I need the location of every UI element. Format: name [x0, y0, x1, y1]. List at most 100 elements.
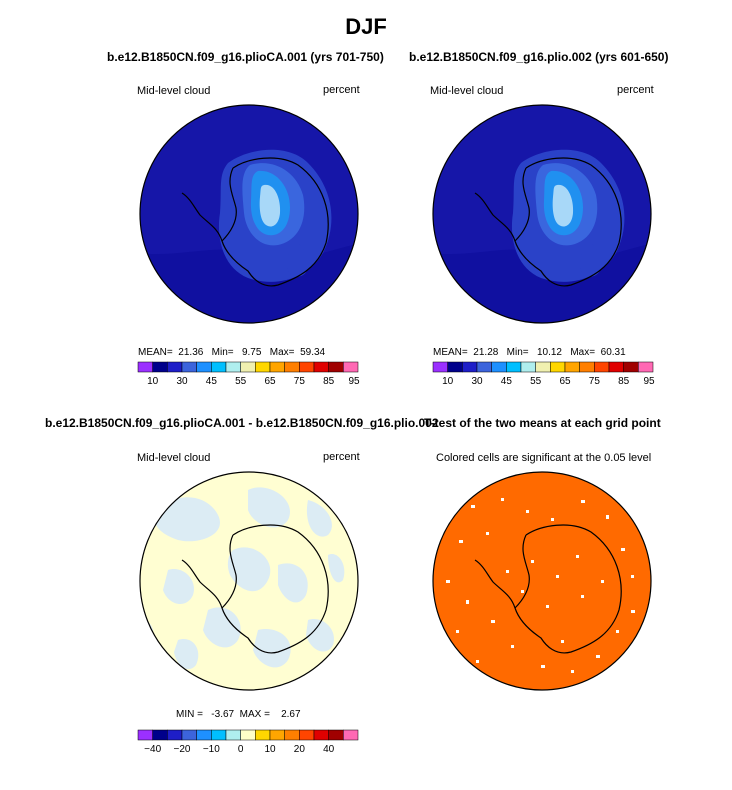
- colorbar-swatch: [211, 729, 227, 741]
- colorbar-swatch: [255, 361, 271, 373]
- panel-4-map: [432, 471, 652, 691]
- page-title: DJF: [345, 14, 387, 39]
- colorbar-swatch: [284, 361, 300, 373]
- panel-3-stats: MIN = -3.67 MAX = 2.67: [176, 709, 301, 720]
- colorbar-tick-label: 65: [264, 376, 276, 387]
- colorbar-swatch: [550, 361, 566, 373]
- colorbar-tick-label: 85: [323, 376, 335, 387]
- colorbar-swatch: [328, 729, 344, 741]
- panel-3-map: [139, 471, 359, 691]
- panel-2-title: b.e12.B1850CN.f09_g16.plio.002 (yrs 601-…: [409, 50, 669, 64]
- colorbar-swatch: [269, 729, 285, 741]
- panel-1-variable-label: Mid-level cloud: [137, 85, 211, 97]
- colorbar-tick-label: 55: [530, 376, 542, 387]
- colorbar-swatch: [535, 361, 551, 373]
- colorbar-swatch: [181, 729, 197, 741]
- colorbar-swatch: [152, 361, 168, 373]
- panel-2-max: 60.31: [600, 347, 626, 358]
- panel-2-map: [432, 104, 652, 324]
- colorbar-swatch: [432, 361, 448, 373]
- colorbar-swatch: [594, 361, 610, 373]
- colorbar-tick-label: 20: [294, 744, 306, 755]
- colorbar-swatch: [623, 361, 639, 373]
- colorbar-swatch: [167, 729, 183, 741]
- colorbar-swatch: [196, 361, 212, 373]
- panel-1-colorbar: 10 30 45 55 65 75 85 95: [137, 361, 360, 387]
- panel-4-map-border: [432, 471, 652, 691]
- panel-1-land-core: [259, 184, 281, 227]
- colorbar-swatch: [328, 361, 344, 373]
- panel-2-mean: 21.28: [473, 347, 499, 358]
- colorbar-tick-label: 0: [238, 744, 244, 755]
- colorbar-swatch: [564, 361, 580, 373]
- panel-3-map-border: [139, 471, 359, 691]
- panel-1-map: [139, 104, 359, 324]
- panel-2-variable-label: Mid-level cloud: [430, 85, 504, 97]
- panel-3-max: 2.67: [281, 709, 301, 720]
- colorbar-swatch: [638, 361, 654, 373]
- panel-1-mean: 21.36: [178, 347, 204, 358]
- colorbar-swatch: [476, 361, 492, 373]
- panel-2-land-core: [552, 184, 574, 227]
- colorbar-tick-label: 95: [643, 376, 655, 387]
- colorbar-swatch: [520, 361, 536, 373]
- colorbar-tick-label: 45: [206, 376, 218, 387]
- panel-4-subtitle: Colored cells are significant at the 0.0…: [436, 452, 652, 464]
- panel-2-map-border: [432, 104, 652, 324]
- colorbar-swatch: [299, 729, 315, 741]
- colorbar-swatch: [211, 361, 227, 373]
- panel-3-coastline: [181, 524, 329, 654]
- panel-3-min: -3.67: [211, 709, 235, 720]
- colorbar-swatch: [299, 361, 315, 373]
- colorbar-swatch: [167, 361, 183, 373]
- panel-4-nonsignificant-cells: [446, 498, 635, 673]
- panel-1-units-label: percent: [323, 84, 360, 96]
- colorbar-swatch: [196, 729, 212, 741]
- colorbar-swatch: [225, 361, 241, 373]
- colorbar-swatch: [506, 361, 522, 373]
- panel-1-min: 9.75: [241, 347, 262, 358]
- panel-4-title: T-test of the two means at each grid poi…: [424, 416, 661, 430]
- colorbar-swatch: [608, 361, 624, 373]
- colorbar-tick-label: −40: [144, 744, 161, 755]
- colorbar-swatch: [313, 729, 329, 741]
- colorbar-tick-label: 75: [589, 376, 601, 387]
- panel-1-map-border: [139, 104, 359, 324]
- panel-2-stats: MEAN= 21.28 Min= 10.12 Max= 60.31: [433, 347, 626, 358]
- panel-1-coastline: [181, 157, 329, 287]
- colorbar-tick-label: 45: [501, 376, 513, 387]
- colorbar-swatch: [240, 361, 256, 373]
- colorbar-tick-label: 40: [323, 744, 335, 755]
- colorbar-swatch: [579, 361, 595, 373]
- colorbar-tick-label: 65: [559, 376, 571, 387]
- colorbar-swatch: [255, 729, 271, 741]
- colorbar-tick-label: −20: [174, 744, 191, 755]
- colorbar-tick-label: 85: [618, 376, 630, 387]
- colorbar-tick-label: 10: [264, 744, 276, 755]
- colorbar-tick-label: 30: [176, 376, 188, 387]
- colorbar-tick-label: 10: [442, 376, 454, 387]
- colorbar-tick-label: 10: [147, 376, 159, 387]
- colorbar-tick-label: 95: [348, 376, 360, 387]
- colorbar-swatch: [269, 361, 285, 373]
- colorbar-swatch: [181, 361, 197, 373]
- panel-1-stats: MEAN= 21.36 Min= 9.75 Max= 59.34: [138, 347, 326, 358]
- colorbar-swatch: [225, 729, 241, 741]
- colorbar-swatch: [240, 729, 256, 741]
- panel-4-coastline: [474, 524, 622, 654]
- colorbar-swatch: [313, 361, 329, 373]
- panel-2-units-label: percent: [617, 84, 654, 96]
- panel-3-variable-label: Mid-level cloud: [137, 452, 211, 464]
- colorbar-tick-label: 55: [235, 376, 247, 387]
- colorbar-tick-label: 75: [294, 376, 306, 387]
- colorbar-swatch: [447, 361, 463, 373]
- panel-4-background: [433, 472, 651, 690]
- panel-3-title: b.e12.B1850CN.f09_g16.plioCA.001 - b.e12…: [45, 416, 439, 430]
- panel-1-title: b.e12.B1850CN.f09_g16.plioCA.001 (yrs 70…: [107, 50, 384, 64]
- panel-2-colorbar: 10 30 45 55 65 75 85 95: [432, 361, 655, 387]
- colorbar-swatch: [284, 729, 300, 741]
- colorbar-tick-label: −10: [203, 744, 220, 755]
- colorbar-swatch: [152, 729, 168, 741]
- colorbar-swatch: [491, 361, 507, 373]
- panel-1-max: 59.34: [300, 347, 326, 358]
